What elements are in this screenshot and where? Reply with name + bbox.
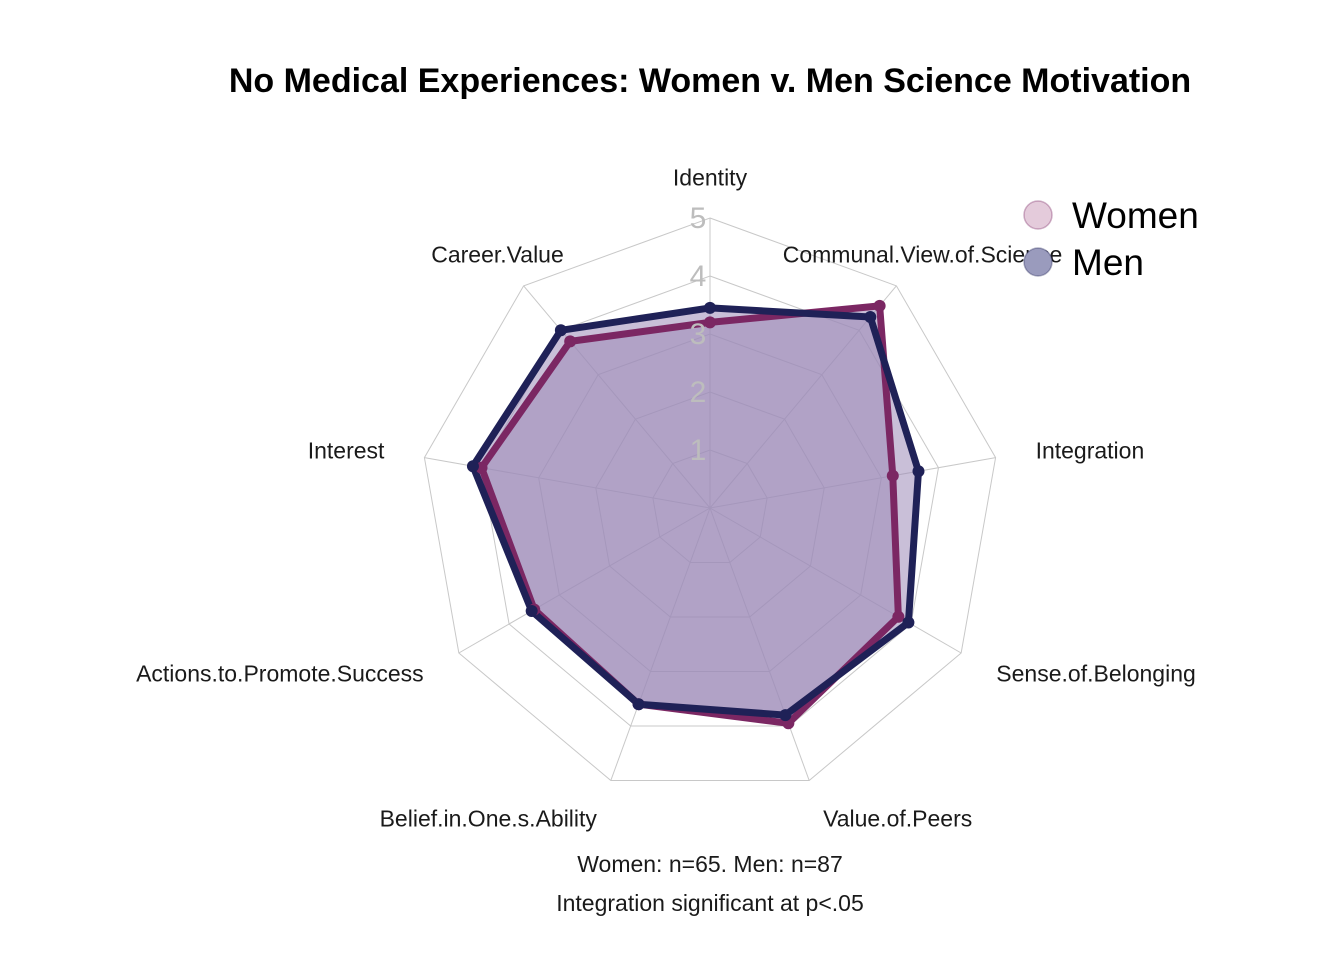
axis-label: Belief.in.One.s.Ability (380, 806, 598, 832)
radial-tick-labels: 1 2 3 4 5 (690, 202, 707, 467)
data-point (632, 698, 645, 711)
series-fills (472, 305, 919, 724)
caption-significance: Integration significant at p<.05 (556, 890, 864, 916)
legend: Women Men (1023, 195, 1199, 283)
axis-label: Actions.to.Promote.Success (136, 660, 424, 686)
data-point (564, 335, 577, 348)
series-points (466, 299, 925, 730)
data-point (873, 299, 886, 312)
legend-key (1023, 247, 1053, 277)
tick-label: 2 (690, 376, 707, 409)
data-point (779, 709, 792, 722)
grid-ring (423, 217, 997, 782)
data-point (466, 460, 479, 473)
legend-key (1023, 200, 1053, 230)
tick-label: 1 (690, 434, 707, 467)
data-point (886, 469, 899, 482)
axis-label: Communal.View.of.Science (783, 242, 1063, 268)
chart-title: No Medical Experiences: Women v. Men Sci… (229, 62, 1191, 100)
tick-label: 4 (690, 260, 707, 293)
axis-label: Integration (1036, 438, 1145, 464)
data-point (864, 310, 877, 323)
data-point (554, 324, 567, 337)
legend-label: Women (1072, 195, 1199, 236)
series-fill (472, 307, 919, 716)
axis-label: Value.of.Peers (823, 806, 972, 832)
axis-label: Career.Value (431, 242, 564, 268)
tick-label: 5 (690, 202, 707, 235)
axis-label: Identity (673, 164, 748, 190)
data-point (525, 604, 538, 617)
series-line (478, 302, 902, 727)
data-point (704, 316, 716, 329)
series-line (469, 304, 922, 719)
data-point (912, 465, 925, 478)
axis-labels: Identity Communal.View.of.Science Integrat… (136, 164, 1196, 831)
caption-sample-sizes: Women: n=65. Men: n=87 (577, 851, 843, 877)
tick-label: 3 (690, 318, 707, 351)
data-point (892, 610, 905, 623)
series-lines (469, 302, 922, 727)
data-point (704, 301, 716, 314)
axis-label: Interest (308, 438, 385, 464)
axis-label: Sense.of.Belonging (996, 660, 1196, 686)
legend-label: Men (1072, 242, 1144, 283)
data-point (902, 616, 915, 629)
